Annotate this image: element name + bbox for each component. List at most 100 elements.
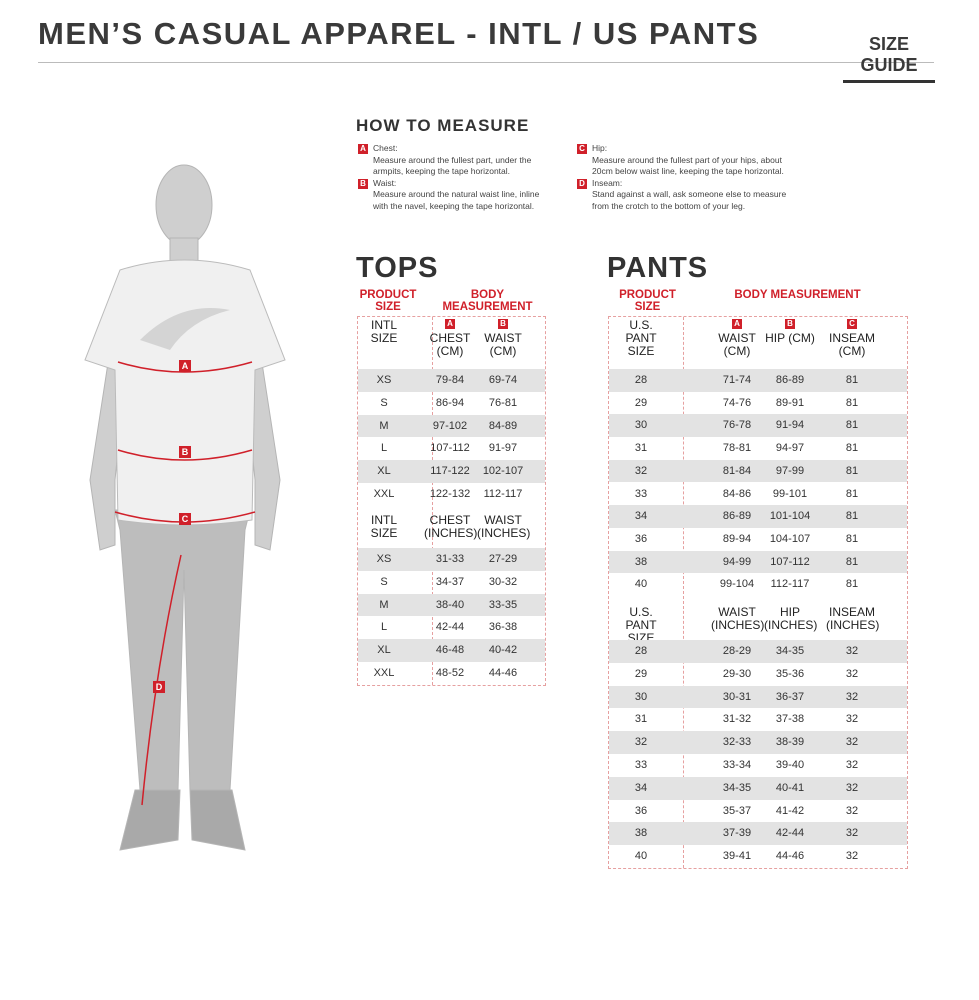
table-cell: 33-35: [488, 598, 518, 611]
column-header: U.S. PANT SIZE: [601, 606, 681, 645]
figure-shoe-left: [119, 789, 181, 851]
table-cell: 104-107: [769, 532, 811, 545]
table-cell: 34: [634, 510, 648, 523]
table-cell: 31-32: [722, 713, 752, 726]
table-cell: 89-91: [775, 396, 805, 409]
table-cell: 36: [634, 532, 648, 545]
table-cell: XXL: [373, 488, 395, 500]
table-cell: 31: [634, 442, 648, 455]
table-cell: 81: [845, 510, 859, 523]
measure-item-inseam: D Inseam: Stand against a wall, ask someon…: [575, 178, 795, 213]
table-row: 34 86-89 101-104 81: [609, 505, 907, 528]
tops-title: TOPS: [356, 252, 439, 284]
table-cell: 29-30: [722, 667, 752, 680]
tops-body-measurement-label: BODY MEASUREMENT: [442, 289, 533, 313]
table-cell: 117-122: [430, 465, 470, 478]
marker-b: B: [182, 447, 189, 457]
table-cell: 81: [845, 555, 859, 568]
figure-shoe-right: [189, 789, 246, 851]
figure-shirt-logo: [140, 308, 230, 350]
table-row: 36 35-37 41-42 32: [609, 800, 907, 823]
table-cell: 78-81: [722, 442, 752, 455]
table-cell: 89-94: [722, 532, 752, 545]
table-cell: 94-97: [775, 442, 805, 455]
table-cell: 81: [845, 578, 859, 591]
table-cell: 34: [634, 781, 648, 794]
figure-tshirt: [84, 259, 286, 526]
table-cell: 29: [634, 667, 648, 680]
column-header: C INSEAM (CM): [812, 319, 892, 358]
table-cell: 40-41: [775, 781, 805, 794]
table-cell: 32: [845, 827, 859, 840]
marker-d: D: [156, 682, 163, 692]
page-title: MEN’S CASUAL APPAREL - INTL / US PANTS: [38, 16, 760, 51]
table-cell: XS: [376, 374, 392, 386]
table-cell: 32-33: [722, 736, 752, 749]
figure-illustration: A B C D: [84, 164, 286, 851]
column-header: INSEAM (INCHES): [812, 606, 892, 632]
table-cell: 33: [634, 759, 648, 771]
table-cell: 81: [845, 419, 859, 432]
header-text: INTL SIZE: [370, 513, 398, 540]
table-cell: 91-94: [775, 419, 805, 432]
table-cell: 37-38: [775, 713, 805, 726]
table-cell: 79-84: [435, 374, 465, 386]
table-cell: 28: [634, 374, 648, 386]
header-text: WAIST (INCHES): [711, 605, 765, 632]
badge-a-icon: A: [358, 144, 368, 154]
table-row: 33 84-86 99-101 81: [609, 483, 907, 506]
header-text: HIP (INCHES): [764, 605, 818, 632]
table-cell: 33: [634, 487, 648, 500]
table-cell: 32: [845, 690, 859, 703]
table-cell: 86-89: [722, 510, 752, 523]
table-cell: S: [380, 396, 388, 409]
table-row: XXL 122-132 112-117: [358, 483, 545, 506]
measure-label: Waist:: [373, 177, 397, 188]
table-row: 40 99-104 112-117 81: [609, 573, 907, 596]
table-cell: 81: [845, 396, 859, 409]
table-cell: 32: [845, 645, 859, 657]
table-cell: 94-99: [722, 555, 752, 568]
table-cell: 32: [845, 667, 859, 680]
table-cell: 34-35: [775, 645, 805, 657]
table-row: XS 31-33 27-29: [358, 548, 545, 571]
table-cell: 46-48: [435, 644, 465, 657]
table-cell: 112-117: [770, 578, 810, 591]
table-cell: 30-32: [488, 575, 518, 588]
table-row: L 107-112 91-97: [358, 437, 545, 460]
table-cell: 40-42: [488, 644, 518, 657]
table-cell: 112-117: [483, 488, 523, 500]
column-header: B HIP (CM): [750, 319, 830, 345]
size-guide-label: SIZE GUIDE: [843, 34, 935, 83]
table-cell: 84-86: [722, 487, 752, 500]
table-cell: M: [379, 419, 389, 432]
measure-item-hip: C Hip: Measure around the fullest part of …: [575, 143, 795, 178]
table-cell: 81: [845, 374, 859, 386]
table-cell: 28-29: [722, 645, 752, 657]
measure-text: Stand against a wall, ask someone else t…: [592, 189, 787, 211]
table-row: 32 32-33 38-39 32: [609, 731, 907, 754]
inseam-tape-line: [141, 554, 182, 806]
table-row: 31 78-81 94-97 81: [609, 437, 907, 460]
table-row: 40 39-41 44-46 32: [609, 845, 907, 868]
table-cell: 91-97: [488, 442, 518, 455]
table-row: XS 79-84 69-74: [358, 369, 545, 392]
table-cell: 39-40: [775, 759, 805, 771]
table-row: 28 71-74 86-89 81: [609, 369, 907, 392]
badge-c-icon: C: [577, 144, 587, 154]
table-cell: 40: [634, 578, 648, 591]
table-cell: 29: [634, 396, 648, 409]
measure-column-right: C Hip: Measure around the fullest part of …: [575, 143, 795, 212]
table-cell: 31-33: [435, 553, 465, 565]
table-row: 31 31-32 37-38 32: [609, 708, 907, 731]
table-row: 30 76-78 91-94 81: [609, 414, 907, 438]
pants-title: PANTS: [607, 252, 709, 284]
measure-text: Measure around the fullest part of your …: [592, 154, 784, 177]
pants-product-size-label: PRODUCT SIZE: [619, 289, 676, 313]
header-text: U.S. PANT SIZE: [625, 318, 657, 358]
table-cell: 38: [634, 827, 648, 840]
table-cell: 35-36: [775, 667, 805, 680]
table-row: S 86-94 76-81: [358, 392, 545, 415]
table-cell: 38-40: [435, 598, 465, 611]
table-cell: 30: [634, 419, 648, 432]
